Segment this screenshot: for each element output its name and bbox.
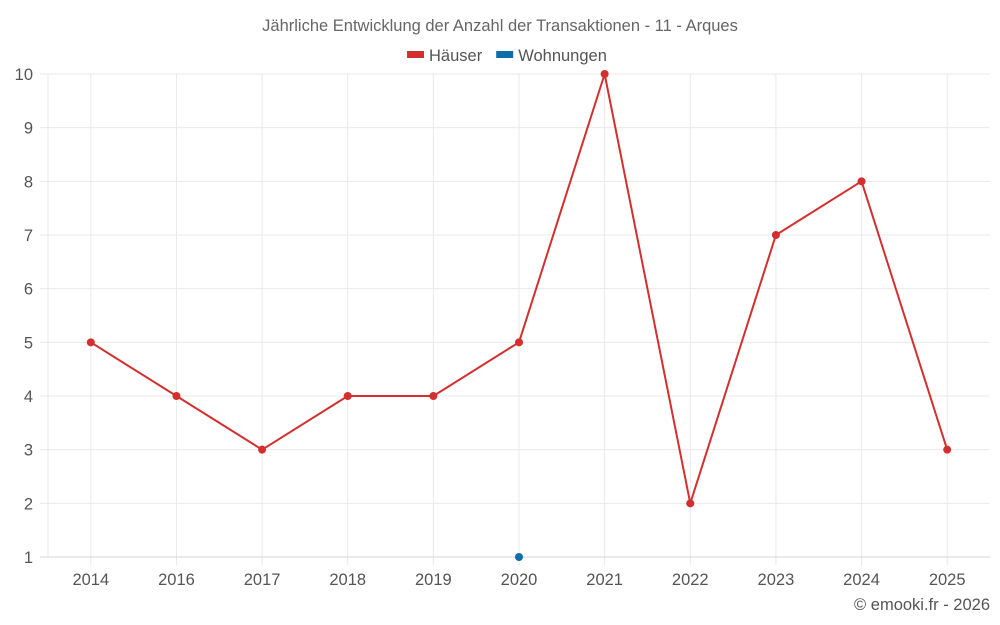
data-point[interactable] (515, 553, 523, 561)
y-tick-label: 4 (24, 388, 33, 406)
legend-item-häuser[interactable]: Häuser (407, 47, 483, 65)
x-tick-label: 2024 (843, 571, 880, 589)
x-tick-label: 2016 (158, 571, 195, 589)
legend-swatch-icon (496, 51, 514, 58)
x-tick-label: 2014 (72, 571, 109, 589)
legend-label: Häuser (429, 47, 483, 65)
legend-swatch-icon (407, 51, 424, 58)
y-tick-label: 3 (24, 442, 33, 460)
data-point[interactable] (86, 338, 95, 347)
credit-text[interactable]: © emooki.fr - 2026 (854, 596, 990, 614)
x-axis: 2014 2016 2017 2018 2019 2020 2021 2022 2023 2024… (40, 556, 990, 589)
data-point[interactable] (172, 392, 181, 400)
legend-label: Wohnungen (518, 47, 607, 65)
data-point[interactable] (943, 445, 952, 454)
grid-lines (40, 73, 990, 565)
data-point[interactable] (857, 177, 866, 186)
data-point[interactable] (343, 392, 352, 400)
x-tick-label: 2017 (244, 571, 281, 589)
x-tick-label: 2020 (501, 571, 538, 589)
x-tick-label: 2021 (586, 571, 623, 589)
series-layer (86, 70, 952, 561)
y-tick-label: 9 (24, 120, 33, 138)
series-wohnungen (515, 553, 523, 561)
x-tick-label: 2019 (415, 571, 452, 589)
data-point[interactable] (515, 338, 523, 347)
y-tick-label: 1 (24, 549, 33, 567)
legend: Häuser Wohnungen (407, 47, 607, 65)
y-tick-label: 10 (15, 66, 33, 84)
data-point[interactable] (771, 231, 780, 239)
x-tick-label: 2025 (929, 571, 966, 589)
x-tick-label: 2022 (672, 571, 709, 589)
y-tick-label: 8 (24, 173, 33, 191)
x-tick-label: 2023 (758, 571, 795, 589)
y-tick-label: 7 (24, 227, 33, 245)
x-tick-label: 2018 (329, 571, 366, 589)
data-point[interactable] (258, 445, 267, 454)
data-point[interactable] (686, 499, 695, 508)
y-axis: 1 2 3 4 5 6 7 8 9 10 (15, 66, 33, 567)
chart-title: Jährliche Entwicklung der Anzahl der Tra… (262, 17, 738, 35)
data-point[interactable] (429, 392, 438, 400)
y-tick-label: 2 (24, 495, 33, 513)
legend-item-wohnungen[interactable]: Wohnungen (496, 47, 607, 65)
data-point[interactable] (600, 70, 609, 78)
series-häuser (86, 70, 952, 508)
y-tick-label: 6 (24, 281, 33, 299)
y-tick-label: 5 (24, 334, 33, 352)
